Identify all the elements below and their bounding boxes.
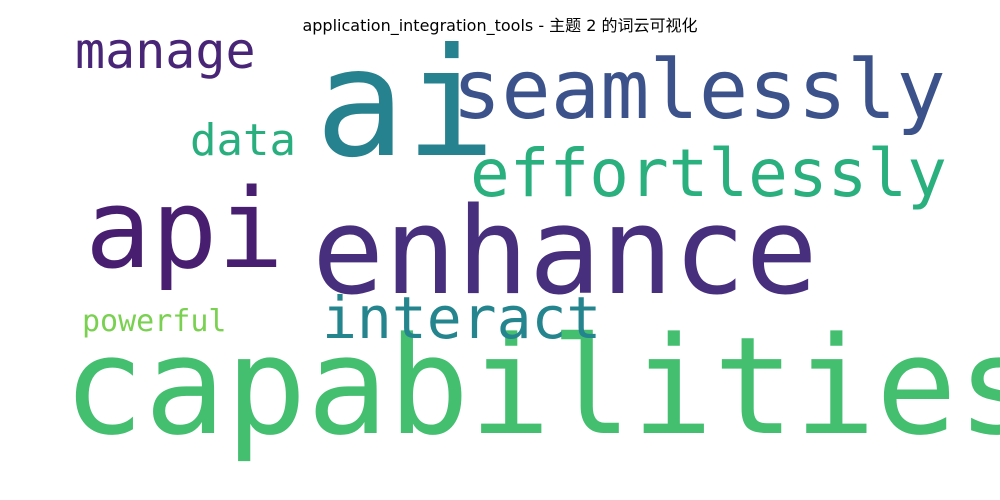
chart-title: application_integration_tools - 主题 2 的词云… bbox=[302, 16, 698, 35]
word-enhance: enhance bbox=[312, 183, 818, 322]
word-ai: ai bbox=[315, 17, 496, 191]
word-api: api bbox=[85, 165, 284, 293]
word-manage: manage bbox=[75, 22, 256, 80]
word-seamlessly: seamlessly bbox=[452, 43, 946, 138]
word-data: data bbox=[190, 115, 296, 166]
word-powerful: powerful bbox=[82, 304, 227, 339]
word-interact: interact bbox=[322, 284, 601, 352]
word-effortlessly: effortlessly bbox=[470, 135, 947, 212]
word-capabilities: capabilities bbox=[63, 308, 1000, 465]
